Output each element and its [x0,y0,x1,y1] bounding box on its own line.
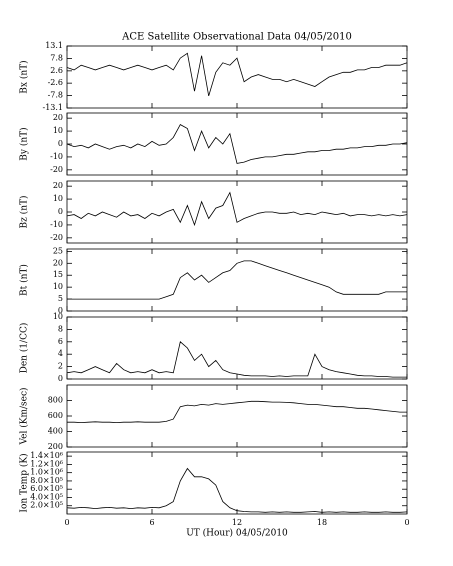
y-tick-label: 10 [53,126,63,135]
panel-frame [66,384,408,448]
panel-frame [66,451,408,515]
panel-frame [66,316,408,380]
y-tick-label: -2.6 [48,78,63,87]
y-axis-label: Den (1/CC) [19,323,30,374]
x-tick-label: 6 [149,518,154,527]
y-tick-label: 2.6 [50,66,63,75]
y-tick-label: 10 [53,312,63,321]
x-tick-label: 18 [317,518,327,527]
y-tick-label: 6.0×10⁵ [30,484,63,493]
y-tick-label: 8.0×10⁵ [30,476,63,485]
x-tick-label: 12 [232,518,242,527]
y-tick-label: 5 [58,294,63,303]
y-tick-label: -10 [50,220,63,229]
y-tick-label: -10 [50,152,63,161]
x-axis-label: UT (Hour) 04/05/2010 [186,528,288,539]
y-tick-label: -13.1 [42,103,63,112]
y-tick-label: -7.8 [48,90,63,99]
y-axis-label: Bz (nT) [19,195,30,228]
y-tick-label: 6 [58,337,63,346]
y-tick-label: 1.0×10⁶ [30,468,63,477]
y-tick-label: 200 [48,442,63,451]
y-tick-label: 4 [58,349,63,358]
data-line [66,124,408,164]
x-tick-label: 0 [64,518,69,527]
data-line [66,467,408,513]
y-tick-label: 10 [53,282,63,291]
y-tick-label: 8 [58,324,63,333]
panel-frame [66,180,408,244]
y-tick-label: 0 [58,306,63,315]
y-tick-label: 400 [48,427,63,436]
y-tick-label: 0 [58,207,63,216]
data-line [66,52,408,97]
y-tick-label: 25 [53,246,63,255]
y-axis-label: Vel (Km/sec) [19,387,30,445]
y-tick-label: 20 [53,181,63,190]
panel-frame [66,248,408,312]
y-tick-label: 1.2×10⁶ [30,459,63,468]
data-line [67,260,407,300]
y-tick-label: 0 [58,139,63,148]
y-tick-label: 20 [53,258,63,267]
panel-frame [66,112,408,176]
y-tick-label: 20 [53,113,63,122]
y-tick-label: 10 [53,194,63,203]
y-tick-label: 15 [53,270,63,279]
data-line [66,341,407,378]
y-tick-label: 1.4×10⁶ [30,451,63,460]
y-tick-label: 800 [48,396,63,405]
chart-title: ACE Satellite Observational Data 04/05/2… [121,32,352,43]
y-axis-label: Ion Temp (K) [19,453,30,512]
y-tick-label: 600 [48,411,63,420]
x-tick-label: 0 [404,518,409,527]
y-tick-label: 13.1 [45,41,63,50]
y-tick-label: -20 [50,233,63,242]
y-tick-label: 2.0×10⁵ [30,501,63,510]
y-axis-label: By (nT) [19,127,30,160]
y-tick-label: 4.0×10⁵ [30,492,63,501]
data-line [66,191,408,227]
y-tick-label: 0 [58,374,63,383]
data-line [67,400,407,424]
y-tick-label: 7.8 [50,54,63,63]
y-axis-label: Bt (nT) [19,264,30,296]
panel-frame [66,45,408,109]
y-tick-label: 2 [58,362,63,371]
y-tick-label: -20 [50,165,63,174]
y-axis-label: Bx (nT) [19,60,30,93]
